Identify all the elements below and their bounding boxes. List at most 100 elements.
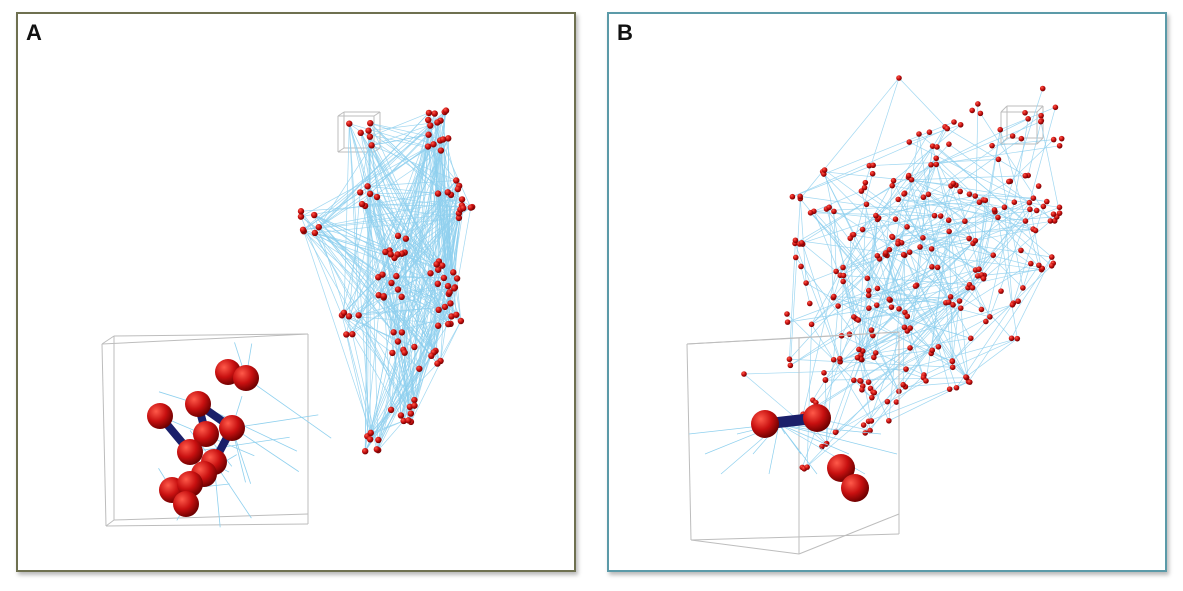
a-node: [425, 116, 432, 124]
b-edge: [922, 237, 1043, 269]
b-edge: [813, 211, 906, 313]
b-edge: [903, 183, 954, 255]
b-node: [1018, 247, 1024, 254]
a-node: [346, 120, 353, 127]
b-edge: [787, 266, 933, 323]
a-node: [453, 275, 461, 282]
inset-cluster-b: [688, 404, 898, 502]
a-node: [444, 189, 451, 196]
a-node: [349, 330, 356, 338]
a-node: [435, 306, 442, 314]
b-edge: [1029, 202, 1042, 270]
b-node: [969, 285, 976, 291]
b-edge: [810, 190, 862, 214]
b-node: [792, 237, 799, 244]
a-edge: [343, 123, 350, 313]
a-edge: [364, 274, 383, 452]
a-edge: [352, 334, 379, 451]
b-node: [946, 386, 953, 392]
b-node: [792, 254, 799, 261]
b-node: [873, 212, 879, 219]
a-node: [448, 313, 455, 320]
b-edge: [868, 306, 892, 309]
b-node: [997, 126, 1004, 133]
b-edge: [823, 121, 955, 175]
a-edge: [442, 139, 462, 322]
a-node: [343, 331, 350, 338]
a-edge: [313, 214, 436, 352]
b-node: [928, 161, 934, 168]
b-node: [925, 191, 932, 198]
b-edge: [947, 128, 1026, 177]
b-node: [871, 389, 878, 396]
b-node: [995, 214, 1001, 221]
b-node: [882, 250, 889, 256]
b-edge: [938, 346, 951, 390]
a-node: [444, 282, 452, 290]
b-edge: [841, 335, 925, 376]
b-node: [957, 188, 963, 195]
a-edges: [300, 110, 473, 452]
a-edge: [358, 288, 455, 316]
b-edge: [1013, 118, 1029, 203]
b-edge: [790, 198, 801, 366]
b-edge: [824, 169, 932, 250]
b-node: [950, 180, 957, 187]
b-edge: [925, 231, 950, 381]
b-node: [976, 199, 983, 206]
b-edge: [832, 267, 844, 298]
b-edge: [960, 263, 1032, 309]
b-edge: [861, 191, 891, 301]
b-node: [1026, 199, 1033, 206]
inset-node-a: [233, 365, 259, 391]
a-edge: [364, 205, 411, 407]
b-node: [892, 216, 899, 222]
b-edge: [930, 220, 950, 354]
a-node: [367, 119, 374, 127]
a-node: [457, 317, 465, 325]
b-edge: [862, 215, 935, 230]
a-node: [439, 136, 447, 143]
inset-box-b: [686, 331, 900, 555]
a-node: [434, 266, 442, 273]
a-edge: [303, 122, 438, 232]
b-node: [950, 302, 956, 308]
a-node: [467, 204, 474, 211]
a-edge: [397, 144, 434, 290]
b-node: [900, 251, 907, 258]
a-node: [373, 446, 381, 453]
b-node: [957, 305, 964, 311]
b-node: [933, 155, 939, 162]
b-node: [946, 228, 952, 235]
a-node: [447, 300, 454, 307]
a-edge: [401, 296, 457, 316]
b-node: [1050, 136, 1057, 143]
b-node: [1037, 118, 1044, 125]
b-node: [1006, 178, 1012, 185]
network-graph-b: [686, 75, 1065, 555]
b-edge: [983, 212, 1060, 279]
a-node: [440, 274, 448, 282]
a-node: [401, 349, 408, 356]
b-edge: [902, 255, 906, 385]
b-node: [888, 304, 895, 310]
b-edge: [853, 316, 953, 362]
b-edge: [902, 278, 984, 385]
b-edge: [789, 358, 953, 368]
b-node: [901, 324, 908, 331]
b-node: [789, 193, 796, 200]
b-node: [808, 321, 815, 328]
a-edge: [383, 297, 438, 364]
b-node: [1058, 135, 1065, 142]
b-edge: [911, 175, 1026, 181]
a-node: [434, 360, 441, 367]
b-node: [966, 235, 972, 242]
b-edge: [800, 198, 905, 328]
a-node: [361, 447, 369, 455]
b-node: [917, 244, 923, 250]
b-edge: [877, 288, 946, 304]
b-edge: [905, 381, 969, 388]
a-edge: [427, 119, 451, 324]
b-node: [895, 240, 901, 247]
a-node: [366, 436, 374, 443]
